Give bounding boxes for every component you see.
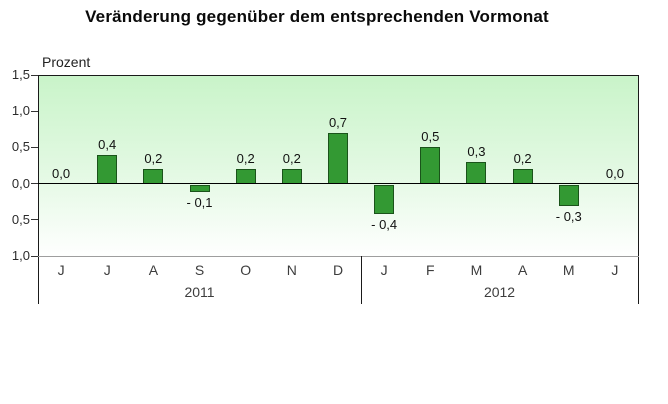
chart-title: Veränderung gegenüber dem entsprechenden… [85, 7, 549, 26]
bar [466, 161, 487, 184]
y-tick-label: 1,5 [11, 67, 30, 82]
bar [97, 154, 118, 184]
x-month-label: J [611, 262, 619, 278]
y-tick-mark [31, 219, 38, 221]
x-year-label: 2012 [483, 284, 516, 300]
x-month-label: O [240, 262, 252, 278]
zero-baseline [38, 183, 638, 185]
x-month-label: A [148, 262, 159, 278]
bar-value-label: 0,5 [421, 129, 440, 145]
bar [143, 169, 164, 184]
bar [374, 184, 395, 214]
bar [512, 169, 533, 184]
bar [328, 132, 348, 184]
y-tick-mark [31, 255, 38, 257]
y-tick-label: 0,0 [11, 175, 30, 191]
y-tick-mark [31, 110, 38, 112]
y-axis-unit-label: Prozent [42, 54, 91, 70]
x-month-label: M [470, 262, 483, 278]
y-axis-line [38, 75, 39, 304]
plot-right-border [638, 75, 639, 304]
bar-value-label: 0,2 [236, 151, 255, 167]
x-month-label: A [517, 262, 528, 278]
year-separator-line [360, 256, 362, 304]
bar [235, 169, 256, 184]
bar-value-label: 0,2 [282, 151, 301, 167]
bar [420, 147, 441, 184]
y-tick-mark [31, 146, 38, 148]
x-month-label: M [562, 262, 575, 278]
bar-value-label: 0,2 [513, 151, 532, 167]
bar-value-label: 0,4 [98, 136, 117, 152]
bar-value-label: 0,7 [328, 114, 348, 130]
bar-value-label: - 0,1 [186, 194, 213, 210]
bar-value-label: 0,0 [52, 165, 71, 181]
bar-value-label: - 0,3 [555, 209, 582, 225]
bar-value-label: 0,0 [605, 165, 624, 181]
bar-value-label: 0,2 [144, 151, 163, 167]
y-tick-mark [31, 74, 38, 76]
x-month-label: J [103, 262, 111, 278]
plot-bottom-border [38, 256, 639, 257]
x-month-label: N [286, 262, 297, 278]
y-tick-label: 0,5 [11, 139, 30, 155]
x-year-label: 2011 [184, 284, 215, 300]
y-tick-label: 0,5 [11, 211, 30, 227]
x-month-label: S [194, 262, 205, 278]
x-month-label: D [332, 262, 344, 278]
y-tick-mark [31, 183, 38, 185]
bar-value-label: 0,3 [467, 143, 486, 159]
x-month-label: J [57, 262, 65, 278]
y-tick-label: 1,0 [11, 248, 30, 263]
bar [558, 184, 579, 207]
y-tick-label: 1,0 [11, 103, 30, 119]
bar [281, 169, 302, 184]
bar [189, 184, 210, 192]
bar-value-label: - 0,4 [371, 216, 398, 232]
x-month-label: F [426, 262, 435, 278]
x-month-label: J [380, 262, 388, 278]
